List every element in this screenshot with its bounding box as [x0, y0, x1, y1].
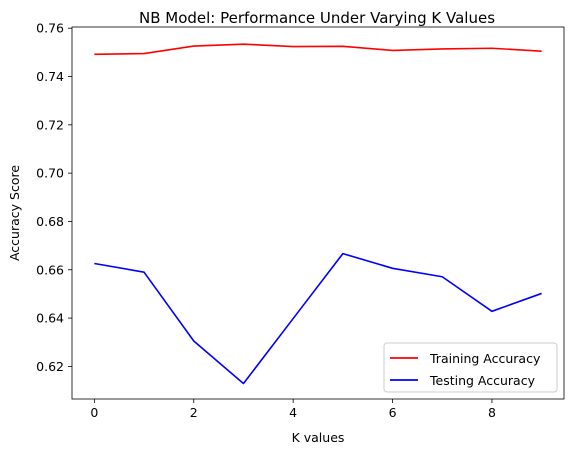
x-tick-label: 4: [289, 405, 297, 420]
y-tick-label: 0.76: [36, 21, 64, 36]
x-tick-label: 8: [488, 405, 496, 420]
chart-title: NB Model: Performance Under Varying K Va…: [139, 9, 495, 27]
y-tick-label: 0.70: [36, 166, 64, 181]
x-tick-label: 6: [389, 405, 397, 420]
series-line-training: [94, 43, 542, 56]
y-tick-label: 0.62: [36, 359, 64, 374]
legend: Training Accuracy Testing Accuracy: [383, 342, 558, 393]
y-tick-label: 0.74: [36, 69, 64, 84]
series-line-testing: [94, 252, 542, 385]
series-layer: [94, 43, 542, 385]
legend-label-training: Training Accuracy: [429, 351, 541, 366]
x-tick-label: 2: [190, 405, 198, 420]
x-axis-label: K values: [292, 430, 345, 445]
legend-box: [383, 342, 558, 393]
plot-frame: [71, 26, 565, 400]
x-tick-label: 0: [90, 405, 98, 420]
y-tick-label: 0.68: [36, 214, 64, 229]
y-axis-label: Accuracy Score: [7, 165, 22, 261]
y-tick-label: 0.66: [36, 262, 64, 277]
y-axis: 0.62 0.64 0.66 0.68 0.70 0.72 0.74 0.76: [36, 21, 72, 374]
legend-label-testing: Testing Accuracy: [429, 373, 536, 388]
y-tick-label: 0.72: [36, 117, 64, 132]
x-axis: 0 2 4 6 8: [90, 399, 496, 420]
y-tick-label: 0.64: [36, 311, 64, 326]
